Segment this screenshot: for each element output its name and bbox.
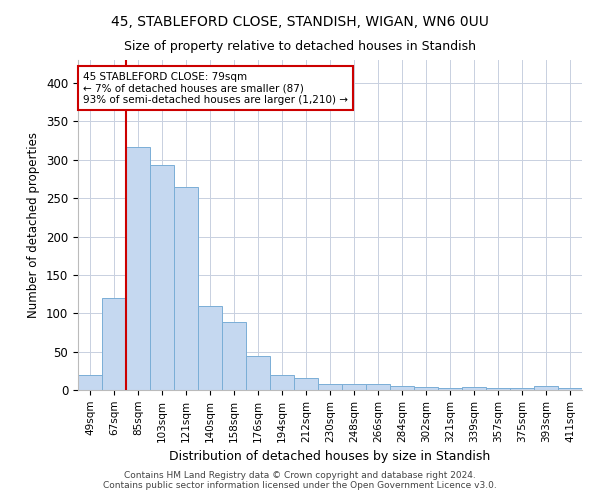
Bar — [534, 386, 558, 390]
Text: Contains HM Land Registry data © Crown copyright and database right 2024.
Contai: Contains HM Land Registry data © Crown c… — [103, 470, 497, 490]
Bar — [486, 388, 510, 390]
Bar — [150, 165, 174, 390]
Bar — [414, 387, 438, 390]
Bar — [246, 356, 270, 390]
Bar — [222, 322, 246, 390]
Text: 45 STABLEFORD CLOSE: 79sqm
← 7% of detached houses are smaller (87)
93% of semi-: 45 STABLEFORD CLOSE: 79sqm ← 7% of detac… — [83, 72, 348, 104]
Bar — [126, 146, 150, 390]
Text: 45, STABLEFORD CLOSE, STANDISH, WIGAN, WN6 0UU: 45, STABLEFORD CLOSE, STANDISH, WIGAN, W… — [111, 15, 489, 29]
Bar — [78, 376, 102, 390]
Bar — [438, 388, 462, 390]
Y-axis label: Number of detached properties: Number of detached properties — [28, 132, 40, 318]
Bar — [462, 387, 486, 390]
Bar — [174, 186, 198, 390]
Bar — [198, 306, 222, 390]
Text: Size of property relative to detached houses in Standish: Size of property relative to detached ho… — [124, 40, 476, 53]
Bar — [318, 384, 342, 390]
Bar — [342, 384, 366, 390]
Bar — [294, 378, 318, 390]
Bar — [270, 374, 294, 390]
Bar — [102, 298, 126, 390]
Bar — [510, 388, 534, 390]
X-axis label: Distribution of detached houses by size in Standish: Distribution of detached houses by size … — [169, 450, 491, 463]
Bar — [366, 384, 390, 390]
Bar — [558, 388, 582, 390]
Bar — [390, 386, 414, 390]
